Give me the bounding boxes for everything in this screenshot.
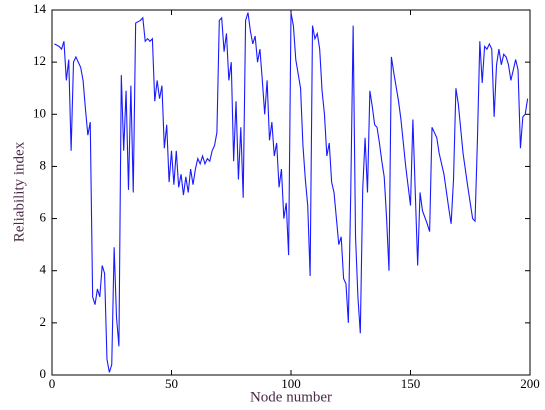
y-tick-label: 6 [40,210,47,225]
y-tick-label: 10 [33,105,46,120]
x-tick-label: 200 [520,376,540,391]
x-tick-label: 0 [49,376,56,391]
x-tick-label: 150 [401,376,421,391]
data-line [54,12,529,373]
x-tick-label: 100 [281,376,301,391]
y-tick-label: 12 [33,53,46,68]
y-axis-title: Reliability index [11,141,27,242]
y-tick-label: 14 [33,1,47,16]
y-tick-label: 8 [40,157,47,172]
x-tick-label: 50 [165,376,178,391]
x-axis-title: Node number [250,389,332,405]
y-tick-label: 2 [40,314,47,329]
y-tick-label: 4 [40,262,47,277]
y-tick-label: 0 [40,366,47,381]
